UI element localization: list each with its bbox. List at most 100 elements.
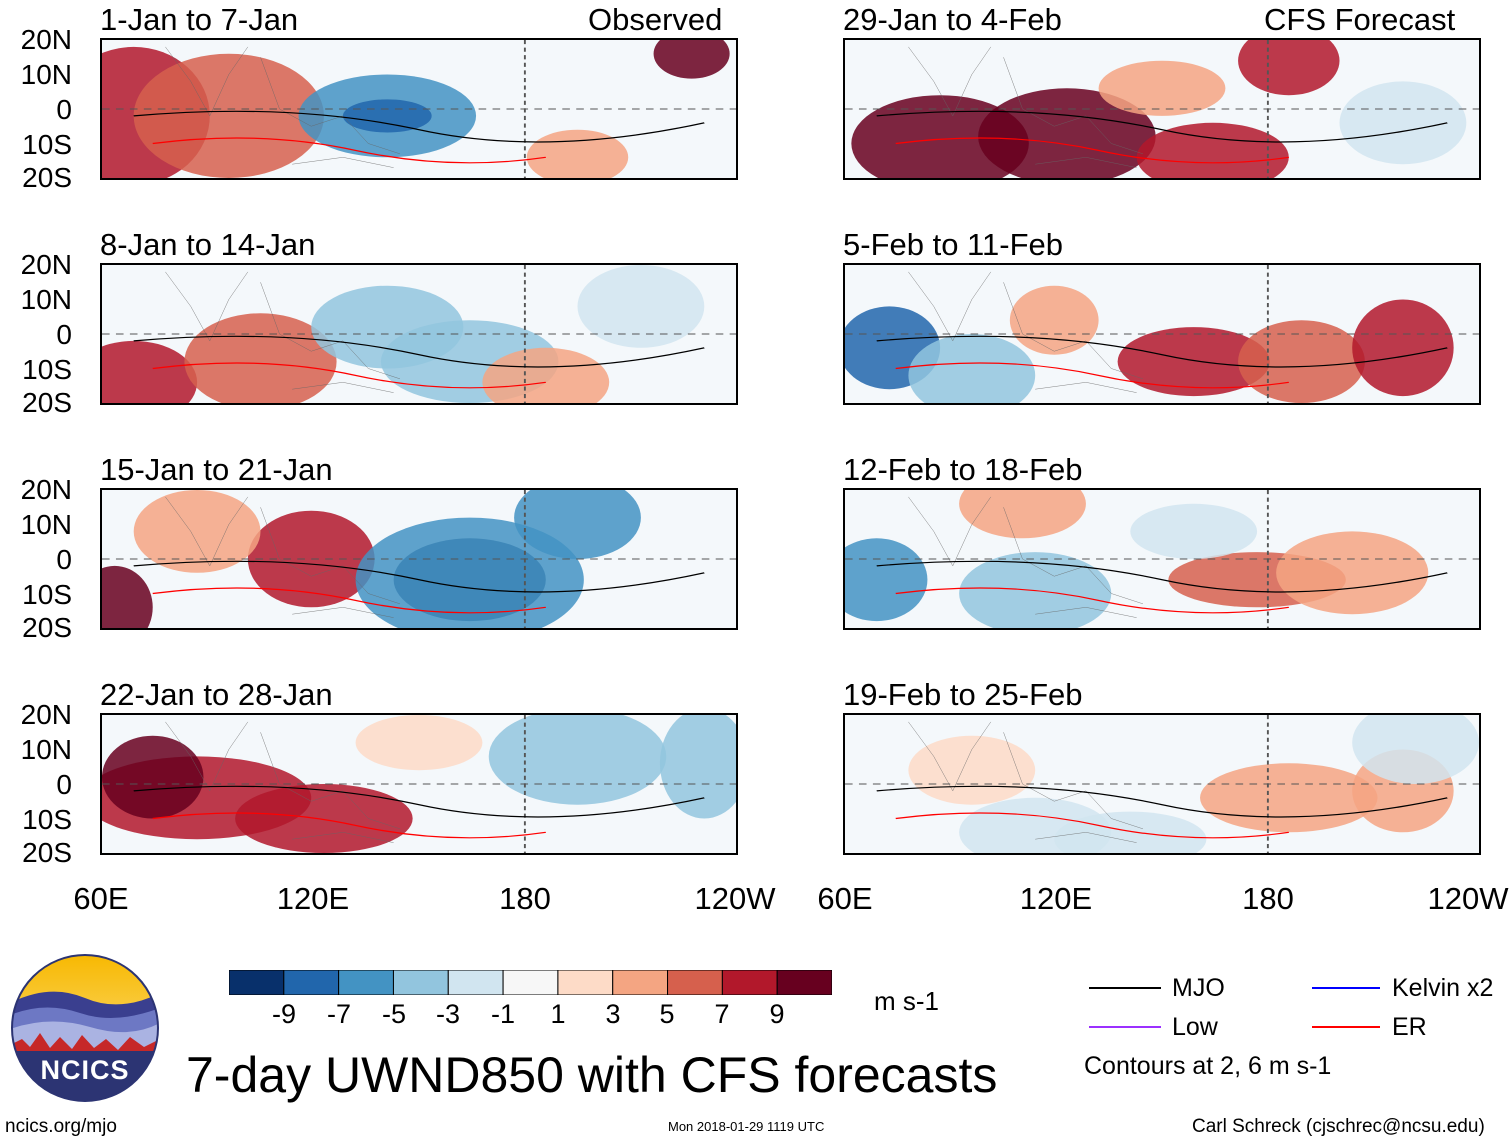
panel-title: 15-Jan to 21-Jan: [100, 452, 333, 487]
panel-tag: Observed: [588, 2, 723, 37]
coastline: [165, 722, 400, 843]
colorbar-box: [721, 969, 778, 996]
er-contour: [895, 137, 1290, 164]
map-field: [102, 715, 736, 853]
colorbar-tick: 1: [550, 999, 566, 1029]
colorbar: [228, 969, 833, 996]
anomaly-shading: [1276, 531, 1429, 615]
mjo-contour: [133, 560, 705, 593]
logo-graphic: [11, 954, 159, 1102]
panel-title: 12-Feb to 18-Feb: [843, 452, 1083, 487]
lat-label: 20N: [20, 699, 72, 730]
colorbar-tick: -5: [381, 999, 407, 1029]
anomaly-shading: [482, 347, 610, 403]
colorbar-tick: -7: [326, 999, 352, 1029]
legend-line-mjo: [1089, 987, 1161, 989]
anomaly-shading: [1054, 811, 1207, 853]
colorbar-box: [557, 969, 614, 996]
er-contour: [895, 362, 1290, 389]
lat-label: 10N: [20, 284, 72, 315]
panel-title: 8-Jan to 14-Jan: [100, 227, 316, 262]
lat-label: 20N: [20, 249, 72, 280]
colorbar-box: [776, 969, 833, 996]
map-field: [102, 40, 736, 178]
anomaly-shading: [133, 53, 324, 178]
panel-tag: CFS Forecast: [1264, 2, 1456, 37]
coastline: [165, 47, 400, 168]
colorbar-boxes: [228, 969, 833, 996]
anomaly-shading: [1130, 503, 1258, 559]
colorbar-box: [502, 969, 559, 996]
mjo-contour: [133, 335, 705, 368]
anomaly-shading: [102, 735, 204, 819]
anomaly-shading: [1098, 60, 1226, 116]
colorbar-tick: -1: [490, 999, 516, 1029]
legend-label-low: Low: [1172, 1013, 1218, 1041]
lat-label: 10N: [20, 509, 72, 540]
lat-label: 10N: [20, 59, 72, 90]
lat-label: 0: [56, 319, 72, 350]
mjo-contour: [133, 785, 705, 818]
lon-label: 180: [1242, 881, 1294, 916]
anomaly-shading: [342, 99, 432, 133]
map-panel: [100, 38, 738, 180]
lon-label: 60E: [817, 881, 873, 916]
map-panel: [843, 713, 1481, 855]
mjo-contour: [876, 110, 1448, 143]
mjo-contour: [876, 785, 1448, 818]
coastline: [908, 272, 1143, 393]
lat-label: 20N: [20, 24, 72, 55]
anomaly-shading: [1238, 320, 1365, 403]
map-panel: [100, 263, 738, 405]
lon-label: 180: [499, 881, 551, 916]
map-field: [845, 40, 1479, 178]
anomaly-shading: [978, 88, 1156, 178]
anomaly-shading: [1136, 122, 1289, 178]
anomaly-shading: [653, 40, 730, 79]
lon-label: 120E: [1019, 881, 1093, 916]
anomaly-shading: [488, 715, 667, 805]
footer-author: Carl Schreck (cjschrec@ncsu.edu): [1192, 1116, 1485, 1137]
panel-title: 22-Jan to 28-Jan: [100, 677, 333, 712]
lat-label: 20S: [22, 162, 72, 193]
map-panel: [843, 263, 1481, 405]
colorbar-box: [283, 969, 340, 996]
coastline: [908, 497, 1143, 618]
anomaly-shading: [959, 490, 1086, 539]
lat-label: 20S: [22, 612, 72, 643]
lat-label: 20N: [20, 474, 72, 505]
coastline: [165, 497, 400, 618]
colorbar-box: [338, 969, 394, 996]
colorbar-tick: -3: [435, 999, 461, 1029]
map-field: [845, 715, 1479, 853]
legend-label-mjo: MJO: [1172, 974, 1225, 1002]
lat-label: 10S: [22, 579, 72, 610]
anomaly-shading: [577, 265, 705, 348]
map-panel: [100, 713, 738, 855]
footer-url: ncics.org/mjo: [5, 1116, 117, 1137]
anomaly-shading: [235, 784, 413, 853]
anomaly-shading: [102, 340, 198, 403]
er-contour: [152, 587, 547, 614]
mjo-contour: [876, 335, 1448, 368]
legend-line-kelvin: [1312, 987, 1380, 989]
er-contour: [152, 812, 547, 839]
anomaly-shading: [908, 735, 1036, 805]
lat-label: 20S: [22, 387, 72, 418]
map-panel: [843, 488, 1481, 630]
footer-timestamp: Mon 2018-01-29 1119 UTC: [668, 1119, 825, 1134]
panel-title: 29-Jan to 4-Feb: [843, 2, 1062, 37]
er-contour: [895, 812, 1290, 839]
anomaly-shading: [1352, 715, 1479, 784]
anomaly-shading: [514, 490, 641, 559]
colorbar-box: [667, 969, 723, 996]
legend-label-er: ER: [1392, 1013, 1427, 1041]
legend-line-low: [1089, 1026, 1161, 1028]
panel-title: 5-Feb to 11-Feb: [843, 227, 1063, 262]
colorbar-tick: 9: [769, 999, 785, 1029]
anomaly-shading: [355, 517, 584, 628]
ncics-logo: NCICS: [10, 953, 160, 1103]
anomaly-shading: [184, 313, 337, 403]
colorbar-tick: 5: [659, 999, 675, 1029]
anomaly-shading: [1200, 763, 1378, 833]
